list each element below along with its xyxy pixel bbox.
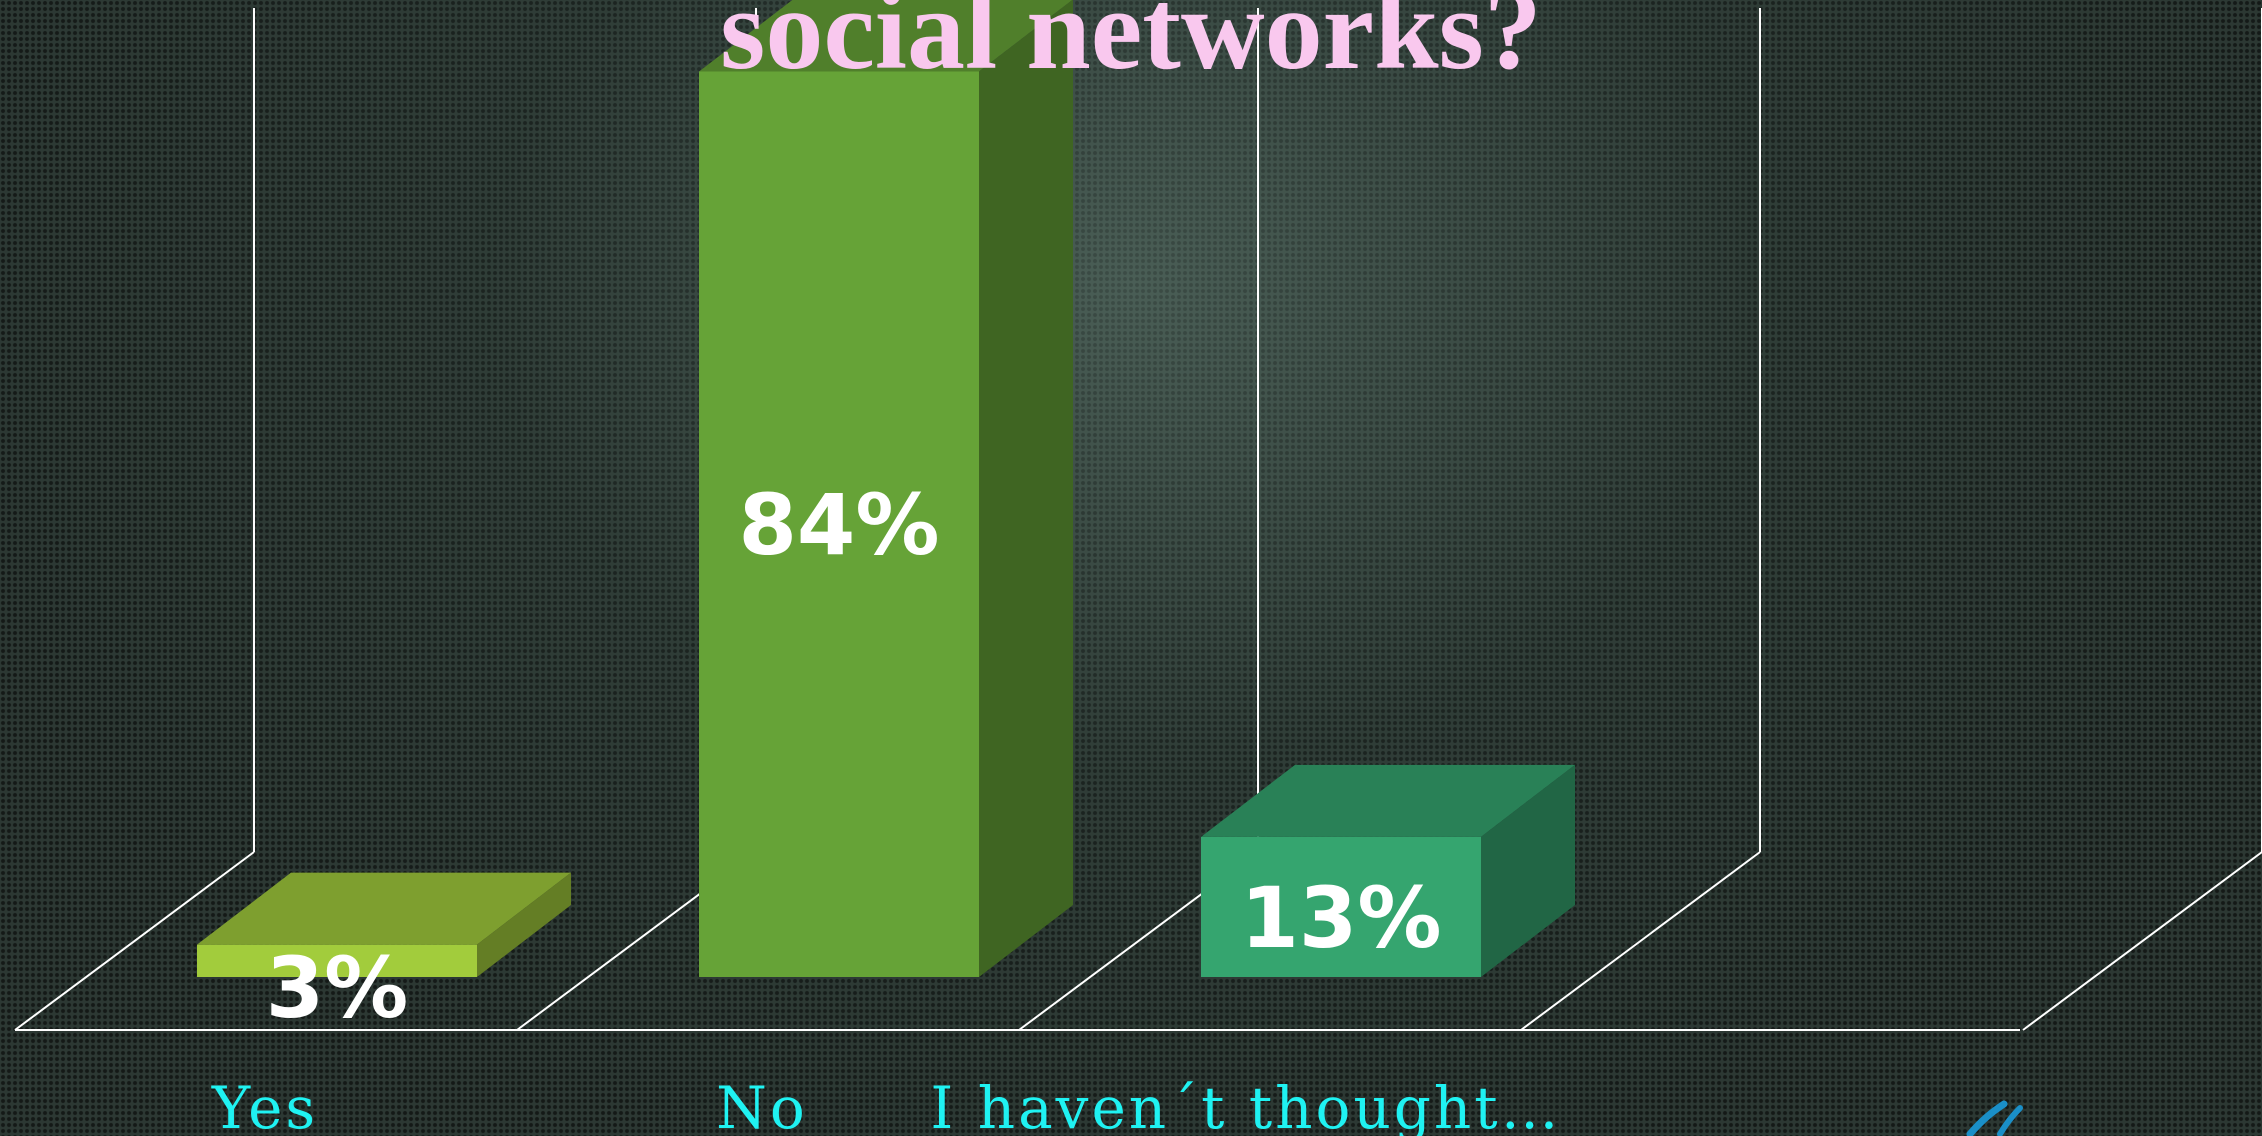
- bar-3: [1201, 764, 1575, 977]
- data-label: 84%: [738, 476, 939, 574]
- chart-bars: [197, 0, 1575, 978]
- bar-side-face: [979, 0, 1073, 977]
- bar-top-face: [699, 0, 1073, 72]
- bar-1: [197, 872, 571, 977]
- chart-data-labels: 3% 84% 13%: [266, 476, 1442, 1037]
- floor-diagonal-line: [1520, 851, 1761, 1031]
- bar-2: [699, 0, 1073, 978]
- category-label: I haven´t thought…: [930, 1074, 1561, 1136]
- bar-top-face: [1201, 764, 1575, 837]
- logo-icon: [1966, 1100, 2023, 1136]
- bar-front-face: [1201, 836, 1481, 977]
- bar-top-face: [197, 872, 571, 945]
- data-label: 3%: [266, 939, 409, 1037]
- bar-side-face: [1481, 764, 1575, 977]
- floor-diagonal-line: [2022, 851, 2262, 1031]
- bar-side-face: [477, 872, 571, 977]
- data-label: 13%: [1240, 869, 1441, 967]
- chart-title: social networks?: [720, 0, 1542, 94]
- floor-diagonal-line: [14, 851, 255, 1031]
- category-label: No: [716, 1074, 808, 1136]
- category-label: Yes: [211, 1074, 318, 1136]
- bar-front-face: [699, 71, 979, 978]
- bar-front-face: [197, 944, 477, 977]
- chart-category-labels: Yes No I haven´t thought…: [211, 1074, 1561, 1136]
